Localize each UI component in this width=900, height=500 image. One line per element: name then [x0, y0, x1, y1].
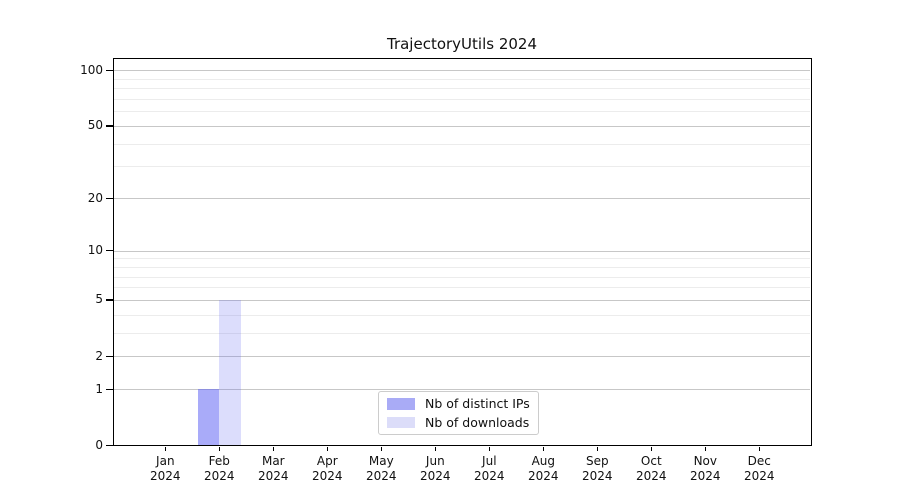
x-tick-mark: [218, 446, 220, 451]
legend-item-distinct-ips: Nb of distinct IPs: [387, 396, 530, 412]
x-tick-mark: [164, 446, 166, 451]
y-tick-mark: [106, 355, 113, 358]
y-tick-mark: [106, 125, 113, 127]
minor-gridline: [114, 111, 810, 113]
x-tick-mark: [650, 446, 652, 451]
bar-distinct-ips: [197, 389, 220, 446]
major-gridline: [114, 356, 810, 358]
minor-gridline: [114, 143, 810, 145]
minor-gridline: [114, 88, 810, 90]
y-tick-mark: [106, 388, 113, 390]
x-tick-mark: [272, 446, 274, 451]
y-tick-label: 10: [87, 243, 103, 258]
y-tick-mark: [106, 250, 113, 252]
x-tick-label: Dec 2024: [744, 453, 775, 484]
y-tick-label: 2: [95, 348, 103, 363]
minor-gridline: [114, 276, 810, 278]
y-tick-label: 100: [80, 62, 103, 77]
major-gridline: [114, 125, 810, 127]
x-tick-mark: [542, 446, 544, 451]
x-tick-label: Apr 2024: [312, 453, 343, 484]
minor-gridline: [114, 287, 810, 289]
minor-gridline: [114, 166, 810, 168]
y-tick-label: 20: [87, 190, 103, 205]
x-tick-label: Sep 2024: [582, 453, 613, 484]
x-tick-mark: [380, 446, 382, 451]
x-tick-label: Jan 2024: [150, 453, 181, 484]
x-tick-label: Aug 2024: [528, 453, 559, 484]
legend-label-distinct-ips: Nb of distinct IPs: [425, 396, 530, 412]
major-gridline: [114, 250, 810, 252]
x-tick-mark: [434, 446, 436, 451]
x-tick-label: Oct 2024: [636, 453, 667, 484]
plot-frame: [112, 58, 812, 446]
y-tick-label: 0: [95, 438, 103, 452]
minor-gridline: [114, 258, 810, 260]
x-tick-mark: [704, 446, 706, 451]
major-gridline: [114, 299, 810, 301]
minor-gridline: [114, 314, 810, 316]
bar-downloads: [219, 299, 241, 446]
x-tick-label: Feb 2024: [204, 453, 235, 484]
legend-item-downloads: Nb of downloads: [387, 415, 530, 431]
x-tick-label: Mar 2024: [258, 453, 289, 484]
minor-gridline: [114, 78, 810, 80]
x-tick-label: Jul 2024: [474, 453, 505, 484]
y-tick-mark: [106, 445, 113, 447]
y-tick-label: 5: [95, 292, 103, 307]
x-tick-label: May 2024: [366, 453, 397, 484]
minor-gridline: [114, 332, 810, 334]
legend-label-downloads: Nb of downloads: [425, 414, 530, 430]
minor-gridline: [114, 266, 810, 268]
legend-swatch-distinct-ips: [387, 398, 415, 410]
x-tick-mark: [596, 446, 598, 451]
x-tick-mark: [326, 446, 328, 451]
major-gridline: [114, 389, 810, 391]
y-tick-label: 1: [95, 381, 103, 396]
y-tick-mark: [106, 299, 113, 301]
x-tick-mark: [758, 446, 760, 451]
y-tick-mark: [106, 197, 113, 199]
y-tick-label: 50: [87, 118, 103, 133]
x-tick-mark: [488, 446, 490, 451]
major-gridline: [114, 70, 810, 72]
chart-title: TrajectoryUtils 2024: [386, 35, 537, 53]
minor-gridline: [114, 99, 810, 101]
legend-swatch-downloads: [387, 416, 415, 428]
legend: Nb of distinct IPs Nb of downloads: [378, 391, 539, 435]
x-tick-label: Nov 2024: [690, 453, 721, 484]
y-tick-mark: [106, 69, 113, 72]
x-tick-label: Jun 2024: [420, 453, 451, 484]
major-gridline: [114, 198, 810, 200]
